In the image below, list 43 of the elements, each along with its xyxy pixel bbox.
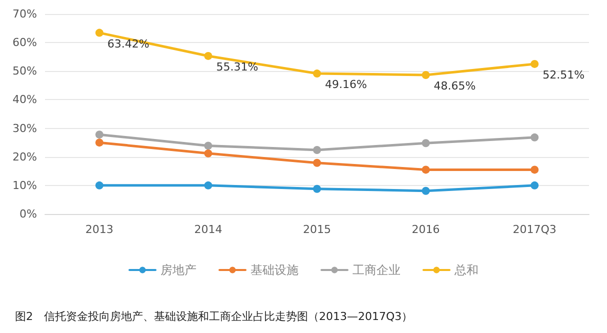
point <box>422 71 430 79</box>
x-tick-label: 2015 <box>303 223 331 236</box>
legend-label: 总和 <box>454 263 478 277</box>
point <box>95 130 104 139</box>
y-tick-label: 30% <box>12 122 37 135</box>
point <box>422 166 430 174</box>
data-label: 48.65% <box>434 80 476 92</box>
y-tick-label: 10% <box>12 178 37 192</box>
data-label: 55.31% <box>216 60 258 74</box>
point <box>422 186 430 195</box>
point <box>530 181 539 190</box>
point <box>95 138 104 147</box>
legend-label: 基础设施 <box>250 263 298 277</box>
point <box>530 166 539 174</box>
y-tick-label: 0% <box>20 208 37 220</box>
data-label: 49.16% <box>325 78 367 92</box>
x-tick-label: 2016 <box>412 223 440 236</box>
y-tick-label: 20% <box>12 150 37 164</box>
point <box>204 52 212 60</box>
point <box>313 158 321 167</box>
point <box>204 142 212 150</box>
point <box>95 28 104 37</box>
x-tick-label: 2014 <box>194 223 222 236</box>
x-tick-label: 2017Q3 <box>512 223 556 236</box>
legend-label: 工商企业 <box>352 263 400 277</box>
point <box>313 184 321 193</box>
point <box>530 133 539 142</box>
y-tick-label: 40% <box>12 93 37 106</box>
legend-label: 房地产 <box>160 263 196 277</box>
y-tick-label: 70% <box>12 8 37 20</box>
point <box>313 146 321 154</box>
point <box>204 149 212 158</box>
point <box>313 70 321 78</box>
y-tick-label: 60% <box>12 36 37 50</box>
point <box>95 181 104 190</box>
data-label: 52.51% <box>542 68 585 82</box>
x-tick-label: 2013 <box>85 223 114 236</box>
y-tick-label: 50% <box>12 64 37 78</box>
point <box>530 60 539 68</box>
text: 图2 信托资金投向房地产、基础设施和工商企业占比走势图（2013—2017Q3） <box>15 310 413 323</box>
point <box>204 181 212 190</box>
data-label: 63.42% <box>107 37 150 50</box>
point <box>422 139 430 148</box>
